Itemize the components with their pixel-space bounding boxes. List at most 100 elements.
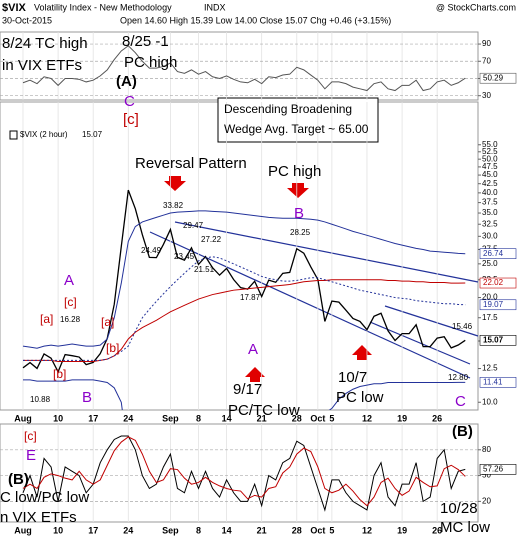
annotation: [c]	[24, 429, 37, 443]
up-arrow	[245, 367, 265, 382]
annotation: 28.25	[290, 228, 311, 237]
annotation: [a]	[101, 315, 114, 329]
y-tick-label: 52.5	[482, 147, 498, 156]
symbol: $VIX	[2, 2, 27, 14]
annotation: in VIX ETFs	[2, 57, 82, 74]
x-tick-label: 10	[53, 413, 63, 423]
x-tick-label: Sep	[162, 413, 179, 423]
y-tick-label: 50.0	[482, 154, 498, 163]
x-tick-label: 8	[196, 413, 201, 423]
annotation: [b]	[106, 341, 119, 355]
value-tag: 50.29	[483, 73, 504, 82]
series-line	[23, 279, 466, 362]
annotation: B	[294, 205, 304, 222]
y-tick-label: 10.0	[482, 397, 498, 406]
value-tag: 19.07	[483, 300, 504, 309]
series-group	[22, 189, 466, 410]
quote: Open 14.60 High 15.39 Low 14.00 Close 15…	[120, 15, 391, 25]
annotation: 12.80	[448, 373, 469, 382]
wedge-lower	[149, 231, 471, 379]
series-group	[22, 435, 466, 512]
annotation: B	[82, 389, 92, 406]
annotation: 15.46	[452, 322, 473, 331]
wedge-upper	[174, 221, 479, 283]
value-tag-box	[479, 464, 517, 475]
x-tick-label: 14	[222, 413, 232, 423]
y-tick-label: 42.5	[482, 179, 498, 188]
y-tick-label: 50	[482, 471, 491, 480]
annotation: 33.82	[163, 201, 184, 210]
annotation: PC high	[268, 163, 321, 180]
annotation: n VIX ETFs	[0, 509, 77, 526]
annotation: [b]	[53, 367, 66, 381]
annotation: 29.47	[183, 221, 204, 230]
x-tick-label: 8	[196, 525, 201, 535]
annotation: 9/17	[233, 381, 262, 398]
bottom-panel-frame	[0, 423, 479, 523]
y-tick-label: 40.0	[482, 188, 498, 197]
value-tag: 11.41	[483, 377, 503, 386]
value-tag: 26.74	[483, 249, 504, 258]
y-tick-label: 47.5	[482, 162, 498, 171]
annotation: 23.45	[174, 252, 195, 261]
annotation: PC high	[124, 54, 177, 71]
x-tick-label: 28	[292, 413, 302, 423]
series-line	[23, 379, 466, 410]
y-tick-label: 17.5	[482, 313, 498, 322]
annotation: 8/25 -1	[122, 33, 169, 50]
annotation: (A)	[116, 73, 137, 90]
x-tick-label: 12	[362, 525, 372, 535]
channel-upper	[384, 305, 479, 337]
x-tick-label: 24	[123, 525, 133, 535]
annotation: 27.22	[201, 235, 222, 244]
y-tick-label: 55.0	[482, 140, 498, 149]
annotation: Wedge Avg. Target ~ 65.00	[224, 122, 369, 136]
x-tick-label: 14	[222, 525, 232, 535]
index-name: Volatility Index - New Methodology	[34, 2, 172, 12]
legend-name: $VIX (2 hour)	[20, 130, 68, 139]
series-line	[22, 45, 466, 92]
y-tick-label: 45.0	[482, 170, 498, 179]
x-tick-label: 24	[123, 413, 133, 423]
series-line	[22, 189, 466, 374]
annotation: 17.87	[240, 293, 261, 302]
legend-swatch	[9, 130, 18, 140]
value-tag-box	[479, 335, 517, 346]
annotation: 21.51	[194, 265, 215, 274]
y-tick-label: 37.5	[482, 198, 498, 207]
y-tick-label: 80	[482, 445, 491, 454]
annotation: [c]	[123, 111, 139, 128]
annotation: 8/24 TC high	[2, 35, 88, 52]
x-tick-label: 19	[397, 413, 407, 423]
series-line	[23, 256, 466, 361]
series-group	[22, 45, 466, 92]
annotation: [c]	[64, 295, 77, 309]
y-tick-label: 30.0	[482, 231, 498, 240]
annotation: C	[455, 393, 466, 410]
annotation: 16.28	[60, 315, 81, 324]
x-tick-label: 5	[329, 413, 334, 423]
x-tick-label: 28	[292, 525, 302, 535]
x-tick-label: 5	[329, 525, 334, 535]
value-tag-box	[479, 72, 517, 84]
series-line	[22, 435, 466, 512]
x-tick-label: 12	[362, 413, 372, 423]
y-tick-label: 35.0	[482, 208, 498, 217]
annotation: Reversal Pattern	[135, 155, 247, 172]
annotation: PC/TC low	[228, 402, 300, 419]
x-tick-label: 10	[53, 525, 63, 535]
x-tick-label: 17	[88, 413, 98, 423]
y-tick-label: 25.0	[482, 259, 498, 268]
down-arrow	[287, 183, 309, 198]
x-tick-label: 21	[257, 413, 267, 423]
annotation: 10/7	[338, 369, 367, 386]
x-tick-label: Oct	[310, 525, 325, 535]
target-box	[217, 97, 379, 143]
annotation: E	[26, 447, 36, 464]
annotation: C	[124, 93, 135, 110]
value-tag: 15.07	[483, 335, 504, 344]
annotation: (B)	[452, 423, 473, 440]
value-tag-box	[479, 277, 517, 289]
annotation: (B)	[8, 471, 29, 488]
legend-value: 15.07	[82, 130, 103, 139]
